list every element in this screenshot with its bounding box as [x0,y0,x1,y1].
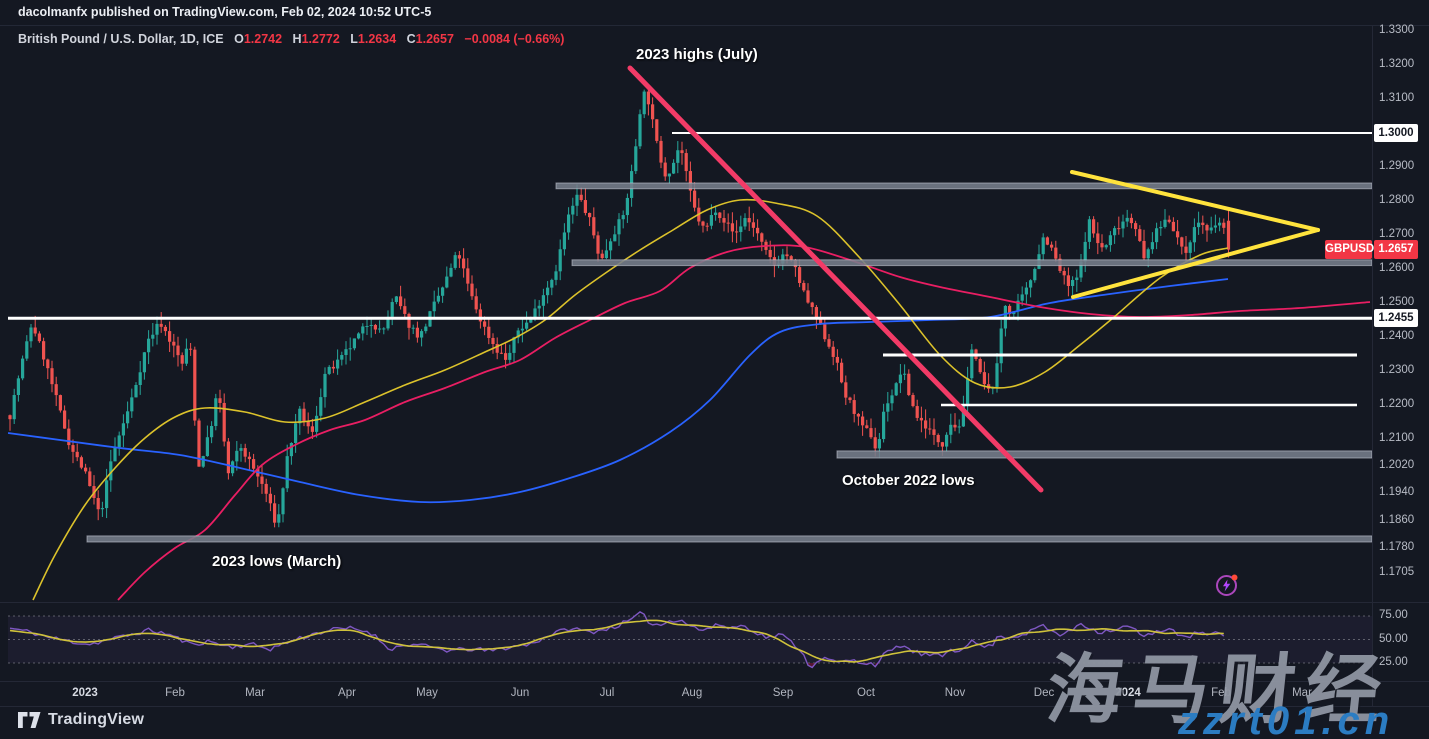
open-value: 1.2742 [243,32,283,46]
tradingview-brand-text: TradingView [48,711,145,728]
high-value: 1.2772 [301,32,340,46]
time-axis-label: 2024 [1115,687,1141,699]
price-scale-label: 1.2500 [1379,296,1415,308]
last-price-badge: 1.2657 [1374,240,1418,259]
rsi-ma-line [9,619,1224,663]
top-bar: dacolmanfx published on TradingView.com,… [0,0,1429,26]
price-scale-label: 1.2200 [1379,398,1415,410]
price-scale-label: 1.2400 [1379,330,1415,342]
price-scale-label: 1.3300 [1379,24,1415,36]
tradingview-logo-icon [18,712,41,728]
change-value: −0.0084 (−0.66%) [464,32,565,46]
support-resistance-zone[interactable] [571,259,1373,267]
annotation-2023-highs: 2023 highs (July) [636,46,758,63]
low-label: L [350,32,358,46]
ma-pink-line [117,244,1371,601]
open-label: O [234,32,244,46]
price-scale-label: 1.2800 [1379,194,1415,206]
ma-yellow-line [32,198,1229,601]
rsi-pane [8,611,1372,669]
lightning-icon [1216,574,1238,596]
time-axis-label: Apr [338,687,356,699]
time-axis-label: Aug [681,687,703,699]
symbol-legend: British Pound / U.S. Dollar, 1D, ICE O1.… [18,32,564,46]
downtrend-line[interactable] [627,65,1044,493]
candle-series [8,87,1231,528]
low-value: 1.2634 [357,32,397,46]
support-resistance-zone[interactable] [86,535,1373,543]
price-scale-label: 1.3100 [1379,92,1415,104]
high-label: H [292,32,302,46]
close-label: C [406,32,416,46]
symbol-title: British Pound / U.S. Dollar, 1D, ICE [18,32,224,46]
rsi-line [9,611,1225,669]
price-scale-label: 1.2020 [1379,459,1415,472]
indicator-scale-label: 25.00 [1379,656,1408,668]
price-level-box-13000: 1.3000 [1374,124,1418,142]
time-axis-label: Mar [1292,687,1312,699]
moving-averages [8,198,1371,601]
price-scale-label: 1.2700 [1379,228,1415,240]
price-scale-label: 1.1860 [1379,513,1415,526]
price-scale-label: 1.2600 [1379,262,1415,274]
publisher-text: dacolmanfx published on TradingView.com,… [18,5,432,19]
ma-blue-line [8,278,1229,504]
time-axis-label: Feb [1211,687,1231,699]
symbol-badge: GBPUSD [1325,240,1374,259]
time-axis-label: Dec [1033,687,1055,699]
time-axis-label: 2023 [72,687,98,699]
price-scale-label: 1.1780 [1379,540,1415,553]
support-resistance-zone[interactable] [555,182,1373,190]
footer[interactable]: TradingView [18,711,144,729]
time-axis-label: Oct [857,687,875,699]
price-scale-label: 1.2900 [1379,160,1415,172]
time-axis-label: Jul [599,687,615,699]
time-axis-label: May [416,687,438,699]
time-axis-label: Sep [772,687,794,699]
price-scale-label: 1.2300 [1379,364,1415,376]
triangle-lower-line[interactable] [1071,228,1320,299]
annotation-october-lows: October 2022 lows [842,472,975,489]
boost-button[interactable] [1213,571,1241,599]
price-level-box-12455: 1.2455 [1374,309,1418,327]
annotation-2023-lows: 2023 lows (March) [212,553,342,570]
indicator-scale-label: 75.00 [1379,609,1408,621]
time-axis-label: Jun [510,687,530,699]
triangle-upper-line[interactable] [1070,170,1320,232]
price-scale-label: 1.1705 [1379,566,1415,579]
close-value: 1.2657 [415,32,454,46]
time-axis-label: Mar [245,687,265,699]
support-resistance-zone[interactable] [836,450,1373,459]
price-scale-label: 1.3200 [1379,58,1415,70]
indicator-scale-label: 50.00 [1379,632,1408,645]
price-scale-label: 1.2100 [1379,432,1415,444]
time-axis-label: Nov [944,687,966,699]
time-axis-label: Feb [165,687,185,699]
price-scale-label: 1.1940 [1379,486,1415,499]
